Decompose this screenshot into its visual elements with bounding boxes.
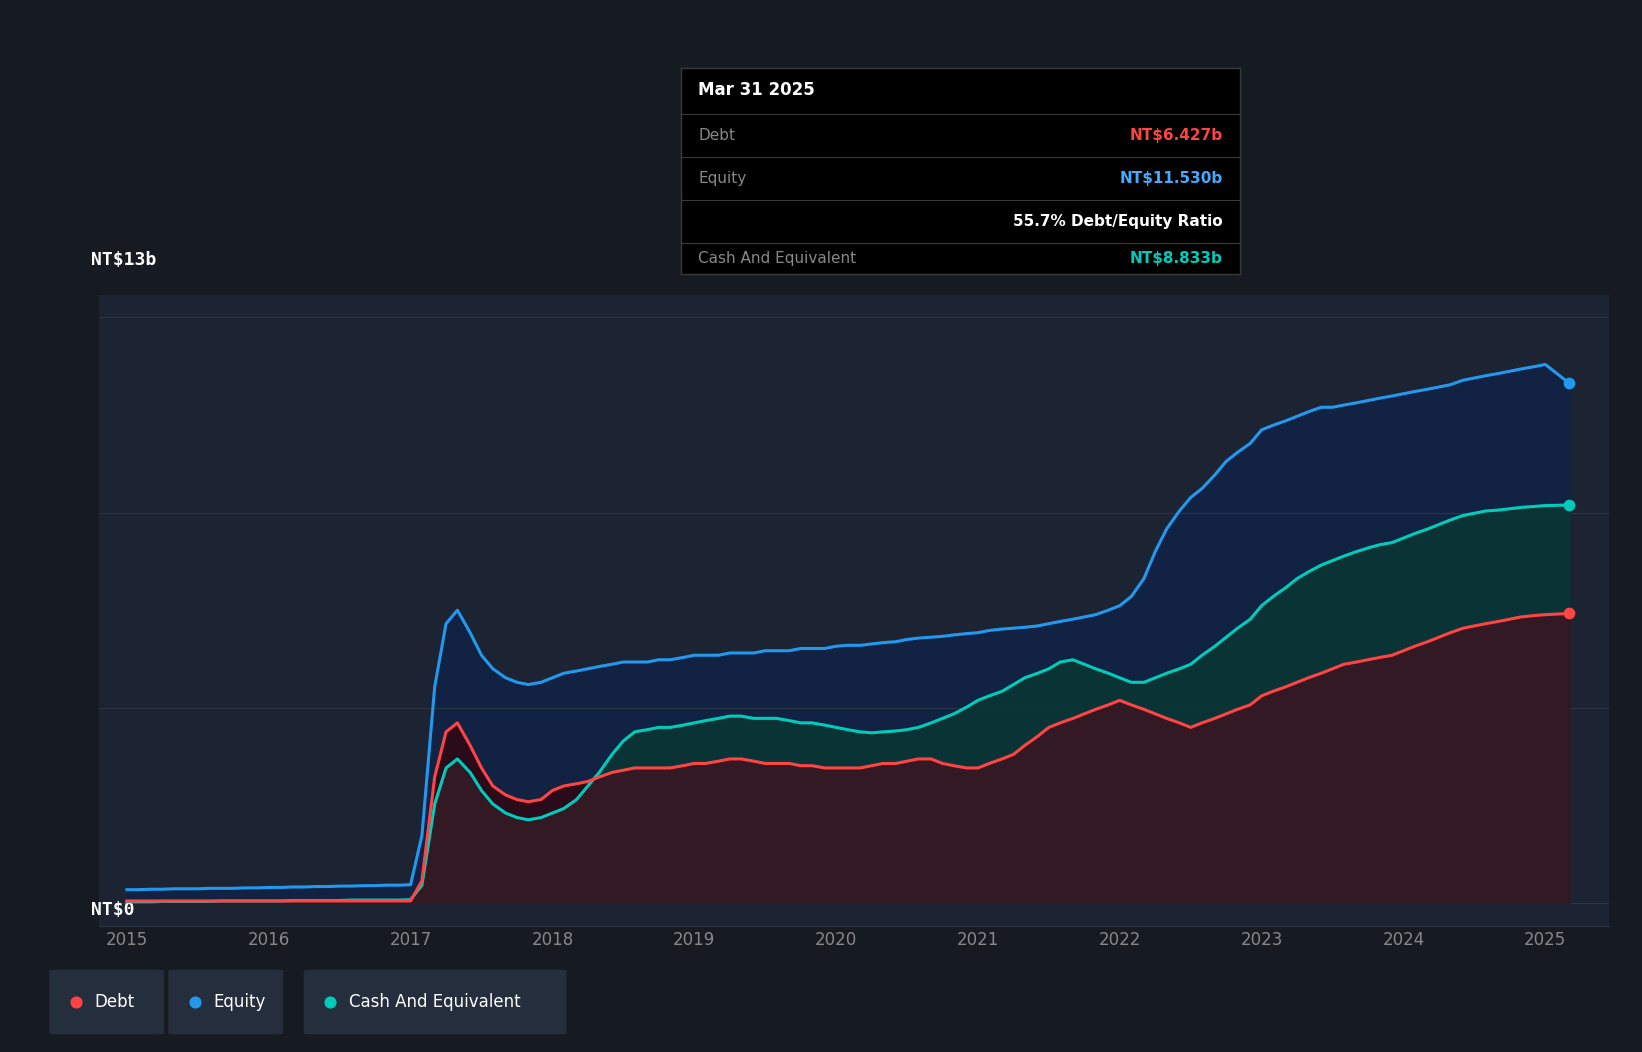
Text: Equity: Equity	[698, 170, 747, 185]
Point	[1557, 375, 1583, 391]
Text: NT$13b: NT$13b	[90, 251, 156, 269]
Text: Debt: Debt	[95, 993, 135, 1011]
Point	[62, 993, 89, 1010]
Text: NT$11.530b: NT$11.530b	[1120, 170, 1223, 185]
Text: Equity: Equity	[213, 993, 266, 1011]
Point	[317, 993, 343, 1010]
Text: NT$6.427b: NT$6.427b	[1130, 127, 1223, 143]
FancyBboxPatch shape	[304, 970, 566, 1034]
FancyBboxPatch shape	[169, 970, 284, 1034]
Point	[1557, 497, 1583, 513]
Text: Cash And Equivalent: Cash And Equivalent	[698, 250, 857, 266]
Text: Mar 31 2025: Mar 31 2025	[698, 81, 814, 99]
FancyBboxPatch shape	[49, 970, 164, 1034]
Text: 55.7% Debt/Equity Ratio: 55.7% Debt/Equity Ratio	[1013, 214, 1223, 228]
Text: Debt: Debt	[698, 127, 736, 143]
Text: NT$0: NT$0	[90, 902, 135, 919]
Text: NT$8.833b: NT$8.833b	[1130, 250, 1223, 266]
Point	[1557, 605, 1583, 622]
Text: Cash And Equivalent: Cash And Equivalent	[350, 993, 521, 1011]
Point	[182, 993, 209, 1010]
